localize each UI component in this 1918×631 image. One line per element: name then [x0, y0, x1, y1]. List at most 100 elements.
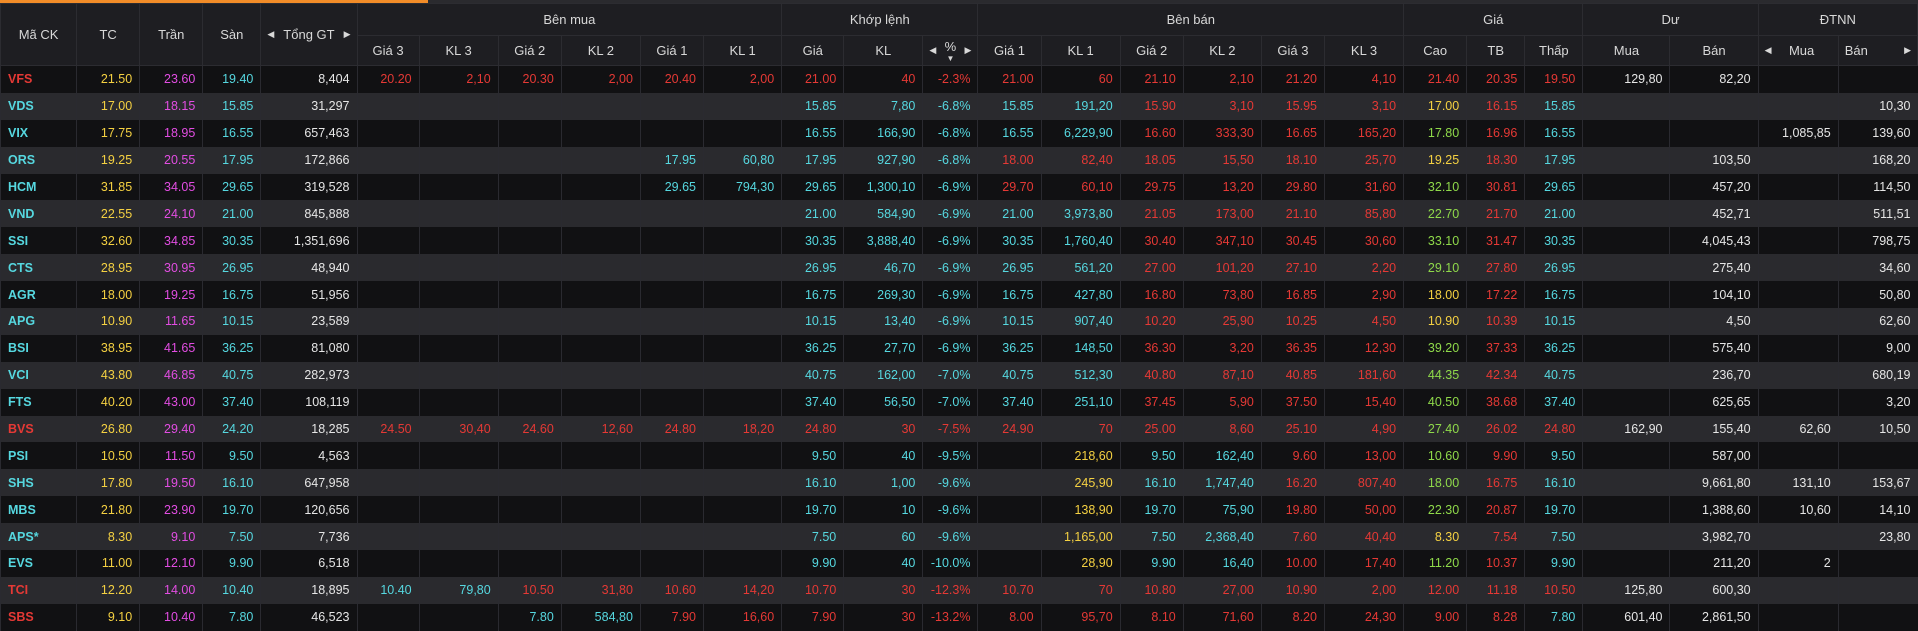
buy-vol2[interactable]: [560, 334, 641, 362]
stock-symbol[interactable]: AGR: [0, 281, 77, 309]
buy-price1[interactable]: 10.60: [639, 576, 704, 604]
buy-vol2[interactable]: [560, 173, 641, 201]
sell-vol1[interactable]: 70: [1040, 415, 1121, 443]
buy-price1[interactable]: [639, 523, 704, 551]
buy-vol2[interactable]: [560, 92, 641, 120]
buy-vol2[interactable]: [560, 227, 641, 255]
sell-vol1[interactable]: 82,40: [1040, 146, 1121, 174]
buy-vol1[interactable]: 16,60: [702, 603, 782, 631]
stock-symbol[interactable]: VDS: [0, 92, 77, 120]
sell-price2[interactable]: 9.90: [1119, 550, 1184, 577]
header-buy-price2[interactable]: Giá 2: [497, 35, 562, 66]
sell-vol3[interactable]: 17,40: [1323, 550, 1404, 577]
buy-price2[interactable]: [497, 92, 562, 120]
sell-price2[interactable]: 21.05: [1119, 200, 1184, 228]
stock-symbol[interactable]: SBS: [0, 603, 77, 631]
buy-price2[interactable]: 24.60: [497, 415, 562, 443]
buy-price3[interactable]: [356, 388, 420, 416]
stock-row[interactable]: APS* 8.30 9.10 7.50 7,736 7.50 60 -9.6% 1,165,00…: [0, 523, 1918, 551]
buy-price2[interactable]: 7.80: [497, 603, 562, 631]
sell-price1[interactable]: 21.00: [977, 200, 1042, 228]
sell-price3[interactable]: 10.00: [1260, 550, 1325, 577]
sell-price3[interactable]: 19.80: [1260, 496, 1325, 524]
sell-price2[interactable]: 30.40: [1119, 227, 1184, 255]
buy-vol1[interactable]: [702, 550, 782, 577]
sell-price2[interactable]: 21.10: [1119, 65, 1184, 93]
buy-price3[interactable]: [356, 442, 420, 470]
header-foreign-buy[interactable]: ◀ Mua: [1757, 35, 1839, 66]
buy-vol3[interactable]: [418, 119, 499, 147]
buy-price3[interactable]: [356, 254, 420, 282]
header-match-pct[interactable]: ◀ % ▼ ▶: [922, 35, 979, 66]
sell-vol1[interactable]: 907,40: [1040, 308, 1121, 335]
header-buy-vol3[interactable]: KL 3: [418, 35, 499, 66]
pct-left-icon[interactable]: ◀: [929, 45, 937, 55]
buy-vol1[interactable]: [702, 92, 782, 120]
sell-vol2[interactable]: 101,20: [1182, 254, 1262, 282]
buy-vol2[interactable]: [560, 308, 641, 335]
stock-symbol[interactable]: BSI: [0, 334, 77, 362]
buy-vol2[interactable]: 31,80: [560, 576, 641, 604]
sell-vol2[interactable]: 71,60: [1182, 603, 1262, 631]
buy-price1[interactable]: 20.40: [639, 65, 704, 93]
header-sell-price3[interactable]: Giá 3: [1260, 35, 1325, 66]
sell-vol2[interactable]: 3,20: [1182, 334, 1262, 362]
header-buy-vol1[interactable]: KL 1: [702, 35, 783, 66]
sell-vol3[interactable]: 2,00: [1323, 576, 1404, 604]
header-foreign-sell[interactable]: Bán ▶: [1837, 35, 1918, 66]
sell-price3[interactable]: 16.20: [1260, 469, 1325, 497]
sell-price1[interactable]: 16.55: [977, 119, 1042, 147]
header-total[interactable]: ◀ Tổng GT ▶: [260, 3, 358, 66]
sell-vol2[interactable]: 173,00: [1182, 200, 1262, 228]
sell-vol1[interactable]: 3,973,80: [1040, 200, 1121, 228]
header-avg[interactable]: TB: [1466, 35, 1526, 66]
stock-row[interactable]: ORS 19.25 20.55 17.95 172,866 17.95 60,80 17.95…: [0, 146, 1918, 174]
header-sell-vol1[interactable]: KL 1: [1040, 35, 1121, 66]
header-sell-vol3[interactable]: KL 3: [1323, 35, 1405, 66]
sell-price3[interactable]: 36.35: [1260, 334, 1325, 362]
sell-vol2[interactable]: 2,368,40: [1182, 523, 1262, 551]
buy-price1[interactable]: [639, 361, 704, 389]
sell-price2[interactable]: 8.10: [1119, 603, 1184, 631]
header-sell-vol2[interactable]: KL 2: [1182, 35, 1262, 66]
sell-vol1[interactable]: 60,10: [1040, 173, 1121, 201]
sell-vol3[interactable]: 31,60: [1323, 173, 1404, 201]
sell-price2[interactable]: 19.70: [1119, 496, 1184, 524]
sell-price2[interactable]: 29.75: [1119, 173, 1184, 201]
buy-vol3[interactable]: [418, 227, 499, 255]
stock-row[interactable]: CTS 28.95 30.95 26.95 48,940 26.95 46,70 -6.9% 2…: [0, 254, 1918, 282]
sell-vol2[interactable]: 16,40: [1182, 550, 1262, 577]
buy-price3[interactable]: [356, 119, 420, 147]
stock-row[interactable]: TCI 12.20 14.00 10.40 18,895 10.40 79,80 10.50 3…: [0, 576, 1918, 604]
sell-price3[interactable]: 18.10: [1260, 146, 1325, 174]
buy-vol2[interactable]: [560, 254, 641, 282]
sell-vol3[interactable]: 24,30: [1323, 603, 1404, 631]
stock-row[interactable]: HCM 31.85 34.05 29.65 319,528 29.65 794,30 29.6…: [0, 173, 1918, 201]
sell-price1[interactable]: 36.25: [977, 334, 1042, 362]
foreign-right-icon[interactable]: ▶: [1904, 45, 1911, 55]
sell-vol1[interactable]: 427,80: [1040, 281, 1121, 309]
sell-price1[interactable]: [977, 550, 1042, 577]
buy-vol2[interactable]: [560, 550, 641, 577]
sell-vol1[interactable]: 95,70: [1040, 603, 1121, 631]
buy-price1[interactable]: 7.90: [639, 603, 704, 631]
buy-vol2[interactable]: [560, 200, 641, 228]
sell-price3[interactable]: 10.90: [1260, 576, 1325, 604]
buy-vol1[interactable]: [702, 361, 782, 389]
sell-vol2[interactable]: 75,90: [1182, 496, 1262, 524]
buy-price2[interactable]: [497, 308, 562, 335]
header-buy-price3[interactable]: Giá 3: [356, 35, 420, 66]
buy-vol1[interactable]: 60,80: [702, 146, 782, 174]
sell-vol1[interactable]: 1,165,00: [1040, 523, 1121, 551]
header-buy-price1[interactable]: Giá 1: [639, 35, 705, 66]
buy-price3[interactable]: [356, 603, 420, 631]
sell-price2[interactable]: 10.20: [1119, 308, 1184, 335]
buy-vol1[interactable]: 18,20: [702, 415, 782, 443]
sell-price2[interactable]: 16.10: [1119, 469, 1184, 497]
buy-vol3[interactable]: [418, 388, 499, 416]
sell-vol3[interactable]: 4,10: [1323, 65, 1404, 93]
sell-price1[interactable]: 18.00: [977, 146, 1042, 174]
buy-price2[interactable]: [497, 146, 562, 174]
buy-vol2[interactable]: 12,60: [560, 415, 641, 443]
buy-vol1[interactable]: [702, 388, 782, 416]
